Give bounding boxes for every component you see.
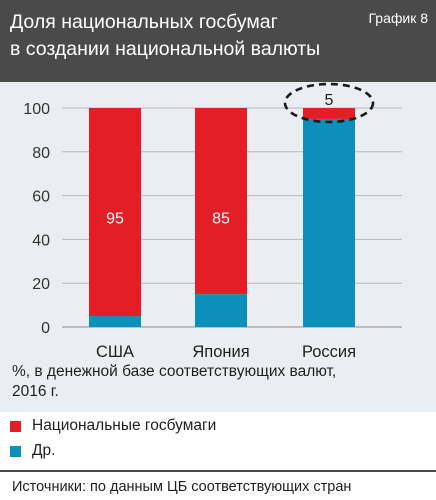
- legend-label-other: Др.: [32, 442, 56, 459]
- data-label: 5: [325, 92, 334, 109]
- data-label: 95: [106, 211, 124, 228]
- y-tick-label: 60: [32, 189, 50, 206]
- source-note: Источники: по данным ЦБ соответствующих …: [12, 479, 352, 495]
- x-tick-label: США: [96, 343, 134, 361]
- y-tick-label: 0: [41, 320, 50, 337]
- chart-title: Доля национальных госбумаг в создании на…: [10, 9, 340, 63]
- source-divider: [0, 470, 436, 472]
- chart-note: %, в денежной базе соответствующих валют…: [12, 362, 412, 402]
- bar-segment: [195, 108, 247, 295]
- y-tick-label: 100: [23, 101, 50, 118]
- chart-title-line-2: в создании национальной валюты: [10, 38, 321, 60]
- bar-segment: [303, 108, 355, 119]
- chart-title-line-1: Доля национальных госбумаг: [10, 11, 278, 33]
- legend-swatch-other: [10, 446, 21, 457]
- legend-swatch-national-bonds: [10, 421, 21, 432]
- x-tick-label: Россия: [302, 343, 356, 361]
- chart-number-tag: График 8: [368, 10, 428, 26]
- bar-segment: [89, 108, 141, 317]
- chart-header: Доля национальных госбумаг в создании на…: [0, 0, 436, 82]
- legend-label-national-bonds: Национальные госбумаги: [32, 417, 217, 434]
- bar-segment: [89, 316, 141, 327]
- y-tick-label: 80: [32, 145, 50, 162]
- chart-note-line-2: 2016 г.: [12, 383, 59, 400]
- highlight-ellipse: [283, 82, 375, 124]
- y-tick-label: 40: [32, 232, 50, 249]
- bar-chart: 0 20 40 60 80 100 США Япония Россия 95 85 5: [23, 82, 402, 361]
- x-tick-label: Япония: [192, 343, 249, 361]
- bar-segment: [303, 118, 355, 327]
- chart-note-line-1: %, в денежной базе соответствующих валют…: [12, 363, 337, 380]
- data-label: 85: [212, 211, 230, 228]
- y-tick-label: 20: [32, 276, 50, 293]
- bar-segment: [195, 294, 247, 327]
